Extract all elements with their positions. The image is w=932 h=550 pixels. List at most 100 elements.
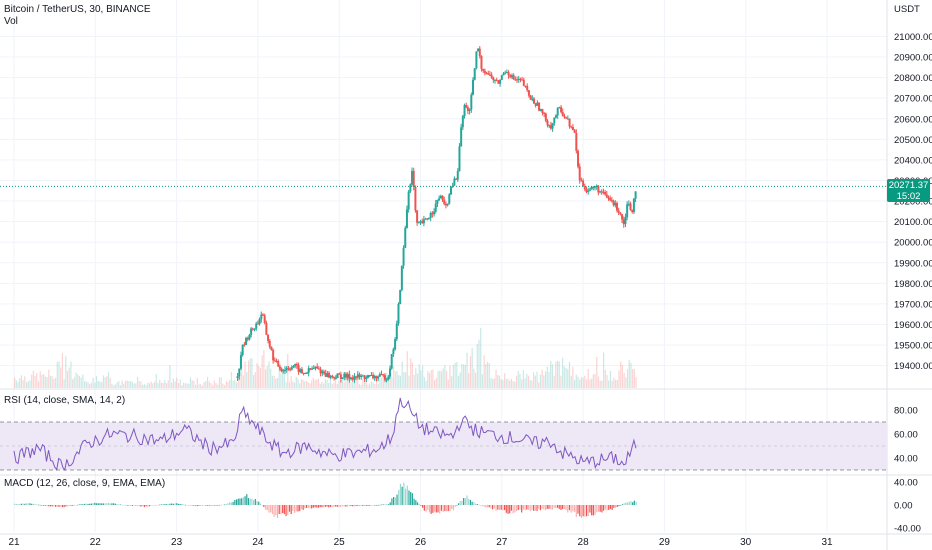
candle-body [480,56,483,69]
candle-body [534,103,537,106]
volume-bar [63,379,65,388]
candle-body [380,374,383,376]
macd-histogram-bar [433,505,436,512]
symbol-legend[interactable]: Bitcoin / TetherUS, 30, BINANCE [4,4,151,15]
axes: 21 22 23 24 25 26 27 28 29 30 31 21000.00 20900.00 20… [8,4,932,548]
macd-histogram-bar [39,504,41,506]
volume-bar [230,371,233,388]
macd-histogram-bar [485,505,487,508]
volume-bar [432,369,434,388]
candle-body [329,375,332,378]
macd-histogram-bar [422,505,424,508]
volume-bar [486,361,489,388]
macd-histogram-bar [222,504,224,506]
volume-bar [401,361,403,388]
volume-bar [113,385,115,388]
macd-histogram-bar [630,501,632,505]
volume-bar [323,383,325,388]
volume-bar [618,370,620,388]
volume-bar [493,378,495,388]
candle-body [583,186,586,190]
macd-histogram-bar [515,505,518,512]
grid-lines [0,0,887,532]
volume-bar [474,372,477,388]
candle-body [522,79,525,86]
volume-bar [567,369,569,388]
macd-histogram-bar [468,498,470,505]
macd-histogram-bar [177,503,180,505]
candle-body [615,203,618,211]
candle-body [478,48,481,57]
macd-histogram-bar [398,489,400,505]
volume-bar [97,380,99,388]
volume-bar [290,376,292,388]
candle-body [344,373,347,378]
price-tick-label: 20900.00 [894,53,932,64]
macd-histogram-bar [575,505,577,517]
macd-histogram-bar [165,504,168,505]
volume-bar [155,373,157,388]
macd-histogram-bar [403,482,405,505]
macd-histogram-bar [247,498,250,505]
macd-histogram-bar [539,505,542,511]
volume-bar [575,374,577,388]
macd-histogram-bar [135,505,137,507]
candle-body [404,227,407,248]
candle-body [566,118,569,120]
macd-pane[interactable]: 40.00 0.00 -40.00 [14,478,921,535]
macd-histogram-bar [606,505,608,511]
candle-body [632,198,635,213]
volume-bar [411,362,414,388]
candle-body [263,315,266,323]
macd-histogram-bar [89,503,91,505]
candlesticks[interactable] [0,46,887,383]
volume-bar [150,381,152,388]
macd-histogram-bar [336,505,338,507]
volume-bar [14,377,16,388]
volume-bar [404,372,407,388]
macd-histogram-bar [493,505,495,509]
volume-bar [471,347,473,388]
macd-histogram-bar [153,505,156,506]
macd-histogram-bar [14,503,16,505]
candle-body [614,203,617,206]
volume-bars [14,328,637,388]
macd-legend[interactable]: MACD (12, 26, close, 9, EMA, EMA) [4,478,165,489]
macd-histogram-bar [181,504,183,505]
price-tick-label: 19400.00 [894,361,932,372]
candle-body [580,180,583,182]
candle-body [375,376,378,379]
volume-bar [551,364,553,388]
volume-bar [517,371,519,388]
candle-body [441,195,444,200]
macd-histogram-bar [324,505,326,507]
volume-bar [130,380,132,388]
volume-bar [614,379,617,388]
macd-histogram-bar [326,505,328,507]
macd-histogram-bar [628,501,630,505]
volume-bar [49,375,52,388]
volume-bar [440,371,443,388]
rsi-pane[interactable]: 80.00 60.00 40.00 [0,397,918,472]
macd-histogram-bar [430,505,432,514]
macd-histogram-bar [133,505,135,506]
volume-bar [611,380,613,388]
macd-histogram-bar [176,503,178,505]
price-tick-label: 20600.00 [894,114,932,125]
candle-body [324,373,327,377]
candle-body [422,219,425,224]
volume-bar [352,382,354,388]
macd-histogram-bar [551,505,553,510]
macd-histogram-bar [531,505,533,510]
macd-histogram-bar [43,505,45,506]
macd-histogram-bar [633,500,635,505]
volume-legend[interactable]: Vol [4,16,18,27]
macd-histogram-bar [558,505,560,509]
macd-histogram-bar [268,505,270,513]
volume-bar [75,372,77,388]
macd-histogram-bar [603,505,605,511]
rsi-legend[interactable]: RSI (14, close, SMA, 14, 2) [4,395,125,406]
candle-body [553,117,556,124]
volume-bar [164,379,166,388]
